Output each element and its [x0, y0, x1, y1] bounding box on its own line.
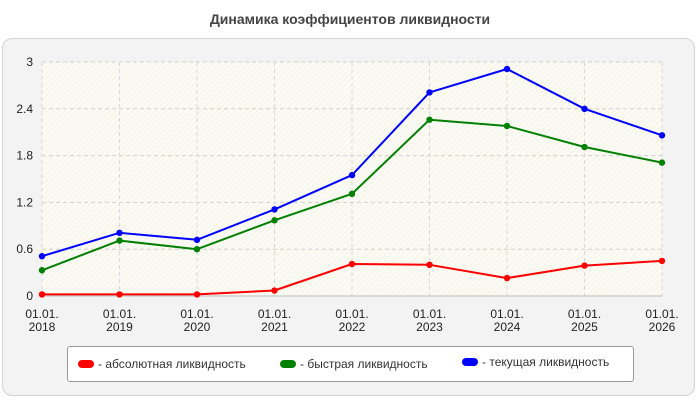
x-tick-label-line2: 2025	[571, 320, 598, 334]
legend-label-quick: - быстрая ликвидность	[300, 357, 428, 371]
series-1-point	[426, 116, 433, 123]
y-tick-label: 0.6	[16, 242, 33, 256]
x-tick-label-line2: 2020	[184, 320, 211, 334]
y-tick-label: 1.2	[16, 195, 33, 209]
series-1-point	[38, 267, 46, 274]
series-1-point	[193, 246, 201, 253]
series-0-point	[116, 291, 123, 298]
x-tick-label-line1: 01.01.	[568, 307, 601, 321]
series-0-point	[503, 274, 511, 282]
series-1-point	[503, 122, 511, 130]
legend-item-current: - текущая ликвидность	[462, 354, 609, 370]
x-tick-label-line1: 01.01.	[25, 307, 58, 321]
series-2-point	[271, 206, 278, 213]
series-2-point	[193, 236, 201, 244]
series-0-point	[658, 257, 666, 265]
legend-item-absolute: - абсолютная ликвидность	[78, 356, 246, 372]
legend-swatch-green-icon	[280, 360, 296, 368]
x-tick-label-line1: 01.01.	[258, 307, 291, 321]
x-tick-label-line1: 01.01.	[335, 307, 368, 321]
series-1-point	[581, 143, 588, 151]
legend-label-absolute: - абсолютная ликвидность	[98, 357, 246, 371]
series-2-point	[348, 171, 356, 179]
series-1-point	[271, 217, 278, 224]
series-2-point	[116, 229, 123, 237]
series-2-point	[581, 105, 588, 113]
series-0-point	[271, 287, 278, 294]
axis-layer: 00.61.21.82.4301.01.201801.01.201901.01.…	[16, 55, 678, 334]
x-tick-label-line2: 2023	[416, 320, 443, 334]
x-tick-label-line1: 01.01.	[103, 307, 136, 321]
y-tick-label: 2.4	[16, 102, 33, 116]
series-0-point	[581, 262, 588, 269]
series-2-point	[426, 89, 433, 96]
x-tick-label-line2: 2022	[339, 320, 366, 334]
x-tick-label-line2: 2024	[494, 320, 521, 334]
series-2-point	[38, 253, 46, 260]
y-tick-label: 3	[26, 55, 33, 69]
series-2-point	[658, 132, 666, 139]
x-tick-label-line1: 01.01.	[645, 307, 678, 321]
legend-swatch-red-icon	[78, 360, 94, 368]
series-0-point	[426, 261, 433, 268]
legend-item-quick: - быстрая ликвидность	[280, 356, 428, 372]
x-tick-label-line1: 01.01.	[180, 307, 213, 321]
series-0-point	[348, 260, 356, 268]
series-0-point	[38, 291, 46, 298]
x-tick-label-line2: 2026	[649, 320, 676, 334]
series-0-point	[193, 291, 201, 298]
series-1-point	[116, 237, 123, 244]
x-tick-label-line2: 2019	[106, 320, 133, 334]
chart-title: Динамика коэффициентов ликвидности	[209, 11, 491, 27]
legend: - абсолютная ликвидность - быстрая ликви…	[67, 346, 634, 382]
series-1-point	[348, 190, 356, 198]
series-2-point	[503, 65, 511, 73]
y-tick-label: 1.8	[16, 149, 33, 163]
y-tick-label: 0	[26, 289, 33, 303]
legend-swatch-blue-icon	[462, 358, 478, 366]
legend-label-current: - текущая ликвидность	[482, 355, 610, 369]
x-tick-label-line2: 2021	[261, 320, 288, 334]
series-layer	[38, 65, 666, 298]
x-tick-label-line2: 2018	[29, 320, 56, 334]
series-1-point	[658, 159, 666, 166]
x-tick-label-line1: 01.01.	[490, 307, 523, 321]
x-tick-label-line1: 01.01.	[413, 307, 446, 321]
